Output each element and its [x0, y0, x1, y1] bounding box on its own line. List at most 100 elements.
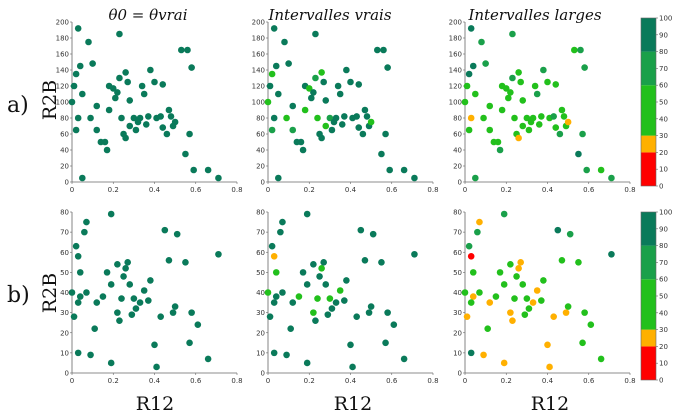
scatter-point — [507, 309, 514, 316]
y-tick-label: 20 — [60, 163, 69, 171]
y-tick-label: 80 — [453, 115, 462, 123]
y-axis-label-a: R2B — [39, 80, 61, 120]
scatter-point — [597, 355, 605, 363]
scatter-point — [310, 309, 317, 316]
scatter-point — [101, 138, 109, 146]
scatter-point — [289, 102, 297, 110]
scatter-point — [390, 321, 398, 329]
scatter-point — [496, 146, 504, 154]
scatter-point — [531, 82, 539, 90]
scatter-point — [608, 174, 615, 182]
scatter-point — [523, 114, 531, 122]
scatter-point — [279, 289, 286, 296]
scatter-point — [204, 166, 212, 174]
scatter-point — [169, 309, 177, 316]
y-tick-label: 20 — [453, 163, 462, 171]
y-tick-label: 50 — [453, 269, 462, 277]
colorbar-tick-label: 70 — [659, 259, 668, 267]
column-title-1: θ0 = θvrai — [108, 6, 187, 24]
scatter-point — [132, 126, 140, 134]
scatter-point — [529, 114, 537, 122]
scatter-point — [303, 359, 311, 367]
scatter-point — [122, 265, 129, 272]
y-tick-label: 200 — [449, 19, 462, 27]
scatter-point — [540, 66, 547, 74]
scatter-point — [114, 89, 121, 96]
scatter-point — [517, 259, 524, 266]
y-tick-label: 160 — [252, 51, 265, 59]
scatter-point — [68, 98, 76, 106]
scatter-point — [266, 313, 274, 320]
y-tick-label: 70 — [60, 229, 69, 237]
scatter-point — [70, 82, 78, 90]
scatter-point — [347, 341, 354, 349]
x-tick-label: 0.4 — [149, 377, 161, 385]
x-tick-label: 0.8 — [624, 186, 635, 194]
colorbar-band — [641, 135, 656, 153]
colorbar-2: 0 10 20 30 40 50 60 70 80 90 100 — [640, 209, 672, 385]
scatter-point — [165, 257, 173, 264]
colorbar-tick-label: 100 — [659, 15, 672, 23]
scatter-point — [469, 269, 477, 276]
scatter-point — [122, 69, 129, 76]
scatter-point — [264, 98, 272, 106]
scatter-point — [295, 293, 303, 300]
x-tick-label: 0.4 — [345, 186, 357, 194]
scatter-point — [182, 150, 189, 158]
x-axis-label-2: R12 — [334, 393, 372, 415]
x-tick-label: 0.6 — [386, 186, 398, 194]
y-tick-label: 50 — [60, 269, 69, 277]
scatter-point — [130, 295, 138, 302]
scatter-point — [519, 122, 527, 130]
scatter-point — [521, 311, 529, 318]
scatter-point — [118, 114, 125, 122]
x-tick-label: 0 — [266, 186, 270, 194]
scatter-point — [120, 273, 127, 280]
scatter-point — [270, 25, 278, 32]
scatter-point — [190, 166, 197, 174]
scatter-point — [533, 90, 541, 98]
scatter-point — [303, 281, 311, 288]
scatter-point — [472, 90, 479, 98]
scatter-point — [318, 134, 325, 142]
scatter-point — [322, 97, 330, 104]
scatter-point — [171, 118, 179, 126]
scatter-point — [136, 114, 144, 122]
x-tick-label: 0.6 — [583, 377, 595, 385]
y-tick-label: 60 — [256, 131, 265, 139]
scatter-point — [83, 218, 90, 226]
y-tick-label: 80 — [60, 209, 69, 217]
scatter-point — [215, 250, 222, 258]
scatter-point — [587, 321, 595, 329]
scatter-point — [476, 289, 483, 296]
y-tick-label: 180 — [449, 35, 462, 43]
scatter-point — [328, 126, 336, 134]
scatter-point — [72, 242, 80, 250]
scatter-point — [349, 363, 356, 371]
scatter-point — [68, 289, 76, 296]
scatter-point — [264, 289, 272, 296]
scatter-point — [511, 295, 518, 302]
scatter-point — [511, 114, 518, 122]
scatter-point — [502, 85, 510, 92]
y-tick-label: 80 — [256, 209, 265, 217]
x-tick-label: 0.6 — [583, 186, 595, 194]
scatter-point — [308, 94, 315, 102]
scatter-point — [91, 325, 98, 333]
colorbar-tick-label: 20 — [659, 343, 668, 351]
scatter-point — [103, 146, 111, 154]
scatter-point — [188, 64, 195, 71]
scatter-point — [484, 325, 491, 333]
y-tick-label: 0 — [458, 370, 462, 378]
y-tick-label: 160 — [56, 51, 69, 59]
scatter-point — [87, 351, 94, 359]
scatter-point — [79, 174, 86, 182]
scatter-point — [467, 25, 475, 32]
scatter-point — [525, 126, 533, 134]
scatter-point — [509, 317, 516, 324]
scatter-point — [515, 69, 522, 76]
scatter-point — [480, 351, 487, 359]
x-tick-label: 0.8 — [231, 186, 242, 194]
scatter-point — [560, 113, 568, 120]
colorbar-tick-label: 90 — [659, 225, 668, 233]
